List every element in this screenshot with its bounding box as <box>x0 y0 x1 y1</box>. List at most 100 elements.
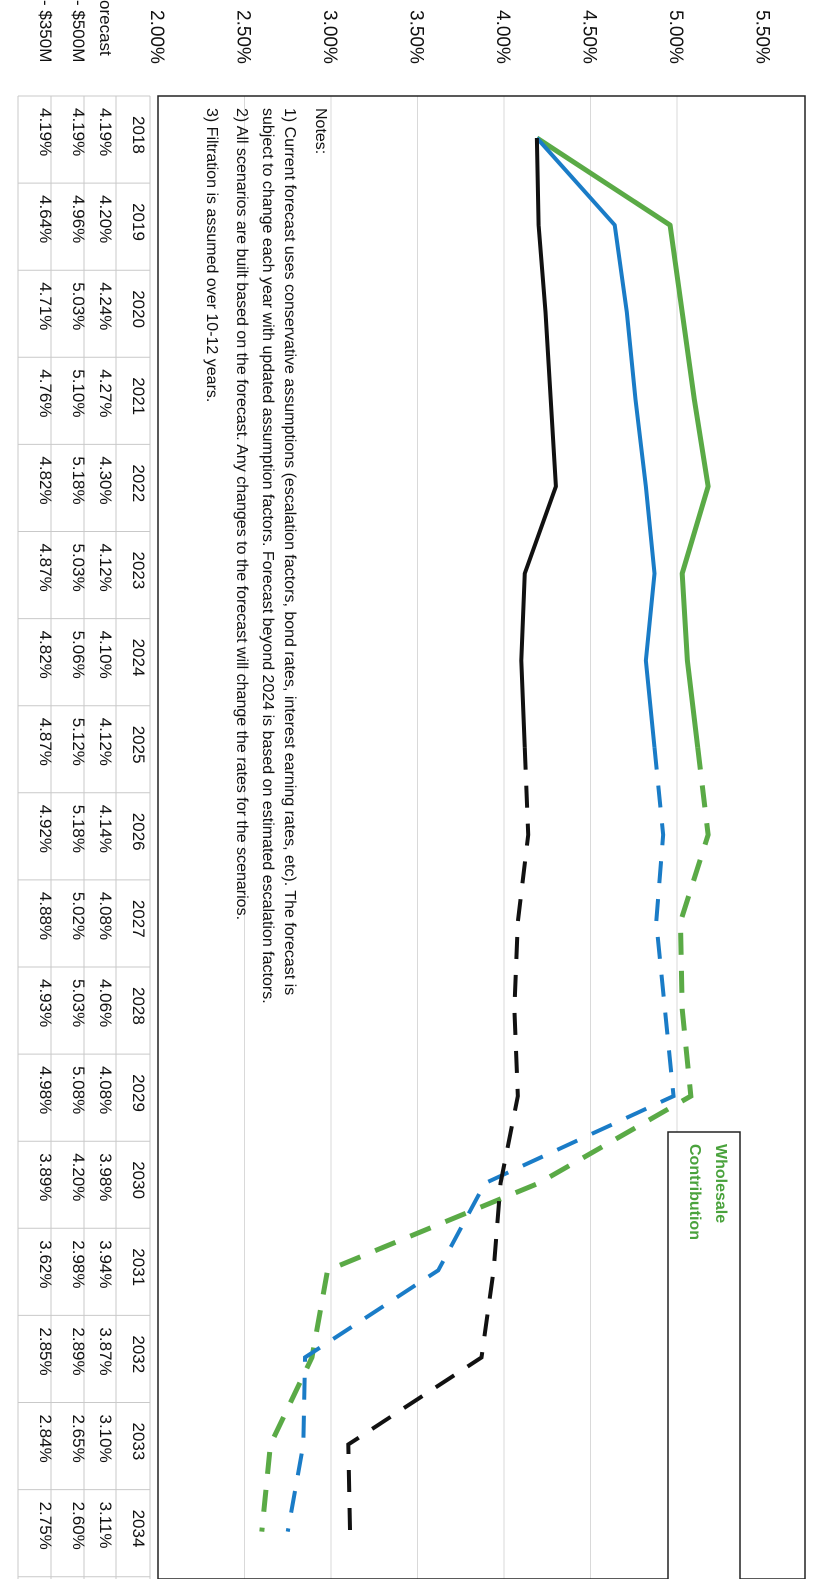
table-header-cell: 2018 <box>129 116 148 154</box>
table-cell: 3.89% <box>36 1153 55 1201</box>
table-cell: 3.98% <box>96 1153 115 1201</box>
table-header-cell: 2030 <box>129 1161 148 1199</box>
table-cell: 4.92% <box>36 805 55 853</box>
notes-line-2: subject to change each year with updated… <box>259 108 276 1004</box>
table-cell: 4.10% <box>96 631 115 679</box>
table-cell: 2.65% <box>69 1415 88 1463</box>
data-table: orecast - $500M - $350M 2018 2019 2020 2021 202… <box>17 0 151 1579</box>
table-header-cell: 2025 <box>129 726 148 764</box>
table-cell: 5.03% <box>69 282 88 330</box>
table-header-cell: 2031 <box>129 1248 148 1286</box>
table-cell: 2.85% <box>36 1327 55 1375</box>
table-cell: 4.96% <box>69 195 88 243</box>
table-cell: 2.75% <box>36 1502 55 1550</box>
table-cell: 4.14% <box>96 805 115 853</box>
table-header-cell: 2019 <box>129 203 148 241</box>
legend-contribution: Contribution <box>686 1144 703 1240</box>
table-cell: 4.82% <box>36 631 55 679</box>
series-line-blue-projected <box>285 747 676 1532</box>
table-cell: 4.12% <box>96 544 115 592</box>
table-cell: 4.24% <box>96 282 115 330</box>
table-cell: 4.08% <box>96 892 115 940</box>
table-row-label: - $500M <box>69 0 88 62</box>
table-cell: 4.19% <box>96 108 115 156</box>
table-cell: 4.88% <box>36 892 55 940</box>
table-cell: 5.02% <box>69 892 88 940</box>
table-header-cell: 2023 <box>129 552 148 590</box>
table-cell: 4.82% <box>36 456 55 504</box>
table-cell: 3.87% <box>96 1327 115 1375</box>
table-cell: 5.03% <box>69 979 88 1027</box>
plot-area-frame <box>157 95 806 1579</box>
table-cell: 4.12% <box>96 718 115 766</box>
y-axis-ticks: 2.00% 2.50% 3.00% 3.50% 4.00% 4.50% 5.00% 5.50% <box>146 10 773 64</box>
series-line-green-actual <box>535 135 711 748</box>
table-cell: 4.87% <box>36 544 55 592</box>
legend-box <box>667 1131 741 1579</box>
table-cell: 4.27% <box>96 369 115 417</box>
table-cell: 4.20% <box>69 1153 88 1201</box>
table-header-cell: 2034 <box>129 1510 148 1548</box>
table-cell: 5.08% <box>69 1066 88 1114</box>
y-tick-label: 4.00% <box>492 10 513 64</box>
grid-lines <box>244 96 678 1579</box>
y-tick-label: 4.50% <box>579 10 600 64</box>
table-cell: 4.98% <box>36 1066 55 1114</box>
table-cell: 3.10% <box>96 1415 115 1463</box>
table-cell: 4.08% <box>96 1066 115 1114</box>
table-cell: 2.60% <box>69 1502 88 1550</box>
table-cell: 4.06% <box>96 979 115 1027</box>
series-line-black-actual <box>519 137 558 748</box>
table-cell: 2.84% <box>36 1415 55 1463</box>
table-cell: 4.19% <box>36 108 55 156</box>
notes-line-3: 2) All scenarios are built based on the … <box>233 108 250 920</box>
series-line-green-projected <box>259 747 711 1532</box>
table-cell: 2.89% <box>69 1327 88 1375</box>
table-row-label: - $350M <box>36 0 55 62</box>
table-header-cell: 2032 <box>129 1335 148 1373</box>
table-cell: 5.10% <box>69 369 88 417</box>
table-cell: 4.30% <box>96 456 115 504</box>
y-tick-label: 3.50% <box>406 10 427 64</box>
table-cell: 3.11% <box>96 1502 115 1549</box>
series-line-blue-actual <box>535 136 657 748</box>
table-header-cell: 2021 <box>129 377 148 415</box>
series-line-black-projected <box>346 747 531 1532</box>
table-cell: 5.18% <box>69 805 88 853</box>
table-header-cell: 2028 <box>129 987 148 1025</box>
table-cell: 2.98% <box>69 1240 88 1288</box>
y-tick-label: 5.50% <box>752 10 773 64</box>
notes-line-1: 1) Current forecast uses conservative as… <box>281 108 298 995</box>
table-cell: 5.06% <box>69 631 88 679</box>
table-cell: 3.94% <box>96 1240 115 1288</box>
y-tick-label: 2.00% <box>146 10 167 64</box>
table-cell: 4.19% <box>69 108 88 156</box>
notes-line-4: 3) Filtration is assumed over 10-12 year… <box>203 108 220 402</box>
table-cell: 4.64% <box>36 195 55 243</box>
table-cell: 4.93% <box>36 979 55 1027</box>
table-header-cell: 2033 <box>129 1423 148 1461</box>
table-header-cell: 2026 <box>129 813 148 851</box>
table-header-cell: 2024 <box>129 639 148 677</box>
table-header-cell: 2022 <box>129 464 148 502</box>
notes: Notes: 1) Current forecast uses conserva… <box>203 108 329 1004</box>
table-cell: 4.76% <box>36 369 55 417</box>
legend-wholesale: Wholesale <box>712 1144 729 1223</box>
table-cell: 5.18% <box>69 456 88 504</box>
table-cell: 4.71% <box>36 282 55 330</box>
table-row-label: orecast <box>96 0 115 56</box>
table-header-cell: 2020 <box>129 290 148 328</box>
table-cell: 4.20% <box>96 195 115 243</box>
notes-title: Notes: <box>312 108 329 154</box>
legend: Wholesale Contribution <box>667 1131 741 1579</box>
table-cell: 3.62% <box>36 1240 55 1288</box>
y-tick-label: 5.00% <box>665 10 686 64</box>
y-tick-label: 3.00% <box>319 10 340 64</box>
table-cell: 4.87% <box>36 718 55 766</box>
table-header-cell: 2027 <box>129 900 148 938</box>
table-cell: 5.03% <box>69 544 88 592</box>
table-header-cell: 2029 <box>129 1074 148 1112</box>
series-lines <box>259 135 711 1532</box>
y-tick-label: 2.50% <box>233 10 254 64</box>
